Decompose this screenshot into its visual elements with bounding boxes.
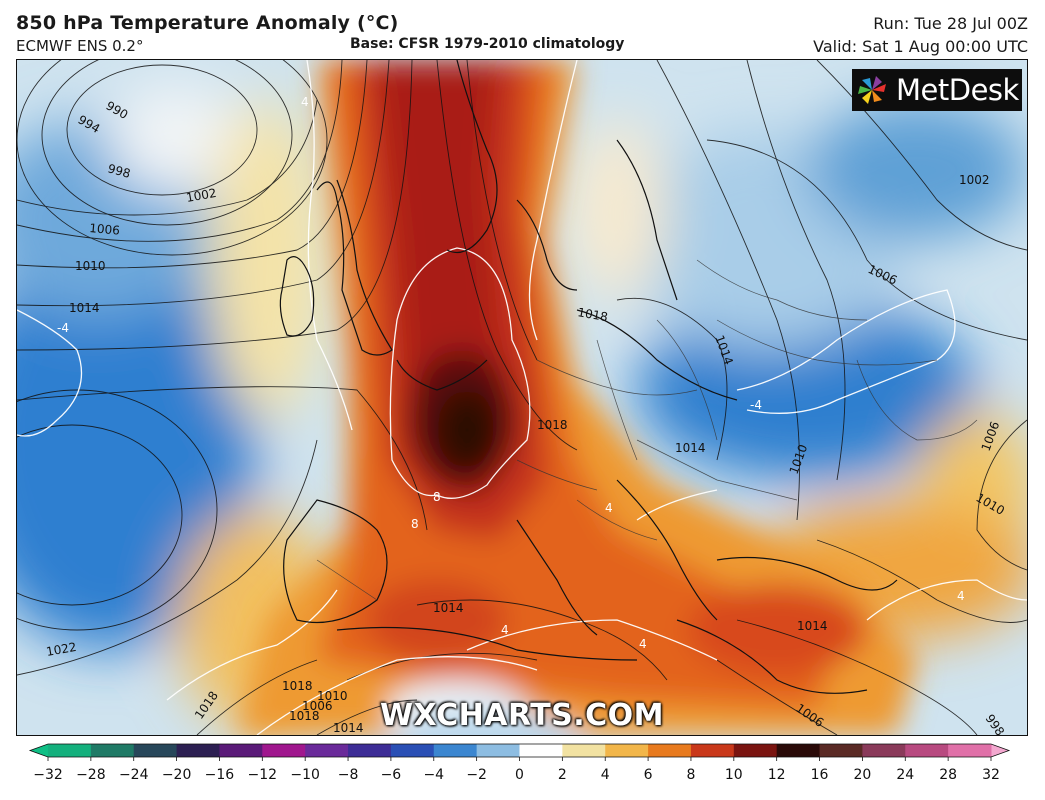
isobar-label: 1022 — [45, 640, 78, 659]
colorbar-tick-label: 20 — [853, 767, 871, 783]
anomaly-label-group: 4 -4 8 8 -4 4 4 4 4 — [57, 95, 965, 651]
map-canvas: 990 994 998 1002 1006 1010 1014 1018 101… — [17, 60, 1027, 735]
anomaly-shading — [17, 60, 1027, 735]
colorbar-tick-marks — [47, 757, 992, 761]
colorbar-tick-label: −8 — [338, 767, 359, 783]
colorbar-tick-label: 4 — [601, 767, 610, 783]
isobar-lines — [17, 60, 1027, 735]
colorbar-tick-label: 8 — [686, 767, 695, 783]
colorbar-cell — [90, 744, 135, 757]
colorbar-tick-label: 0 — [515, 767, 524, 783]
colorbar-cell — [690, 744, 735, 757]
colorbar-tick-label: −6 — [381, 767, 402, 783]
chart-title: 850 hPa Temperature Anomaly (°C) — [16, 12, 399, 34]
colorbar-tick-label: −32 — [33, 767, 63, 783]
colorbar-tick-label: −12 — [248, 767, 278, 783]
isobar-label: 1014 — [433, 601, 464, 615]
isobar-label: 1006 — [89, 221, 121, 238]
colorbar-labels: −32 −28 −24 −20 −16 −12 −10 −8 −6 −4 −2 0 2 4 6 8 10 12 16… — [33, 767, 1000, 783]
isobar-label: 1002 — [959, 173, 990, 187]
isobar-label: 1014 — [69, 301, 100, 315]
wxcharts-watermark: WXCHARTS.COM — [379, 698, 665, 733]
colorbar-tick-label: −10 — [290, 767, 320, 783]
colorbar-right-cap — [991, 744, 1009, 757]
colorbar-tick-label: −20 — [162, 767, 192, 783]
colorbar-cell — [776, 744, 821, 757]
isobar-label: 1010 — [317, 689, 348, 703]
anomaly-label: 8 — [411, 517, 419, 531]
colorbar-cell — [648, 744, 692, 757]
anomaly-label: 4 — [301, 95, 309, 109]
colorbar-cell — [562, 744, 606, 757]
isobar-label: 1018 — [537, 418, 568, 432]
colorbar-cell — [862, 744, 906, 757]
colorbar-cell — [48, 744, 92, 757]
isobar-label: 1002 — [185, 186, 218, 205]
metdesk-logo: MetDesk — [852, 69, 1022, 111]
colorbar-cell — [733, 744, 778, 757]
country-borders — [316, 259, 978, 601]
anomaly-contours — [17, 60, 1027, 735]
colorbar-cell — [133, 744, 178, 757]
isobar-label: 1018 — [289, 709, 320, 723]
anomaly-label: 4 — [501, 623, 509, 637]
colorbar-cell — [519, 744, 563, 757]
colorbar-tick-label: 24 — [896, 767, 914, 783]
climatology-base-label: Base: CFSR 1979-2010 climatology — [350, 36, 625, 52]
isobar-label: 1006 — [302, 699, 333, 713]
run-time-label: Run: Tue 28 Jul 00Z — [873, 14, 1028, 33]
colorbar-cell — [305, 744, 349, 757]
colorbar-cell — [348, 744, 392, 757]
colorbar-tick-label: −2 — [466, 767, 487, 783]
anomaly-label: -4 — [57, 321, 69, 335]
anomaly-map: 990 994 998 1002 1006 1010 1014 1018 101… — [16, 59, 1028, 736]
colorbar-tick-label: −28 — [76, 767, 106, 783]
anomaly-label: 4 — [957, 589, 965, 603]
colorbar-tick-label: 32 — [982, 767, 1000, 783]
colorbar-cell — [905, 744, 949, 757]
anomaly-label: 4 — [639, 637, 647, 651]
valid-time-label: Valid: Sat 1 Aug 00:00 UTC — [813, 37, 1028, 56]
logo-text: MetDesk — [896, 73, 1019, 107]
colorbar-tick-label: −4 — [423, 767, 444, 783]
model-label: ECMWF ENS 0.2° — [16, 37, 144, 55]
colorbar-tick-label: 2 — [558, 767, 567, 783]
colorbar-tick-label: 28 — [939, 767, 957, 783]
colorbar-cell — [433, 744, 478, 757]
coastlines — [279, 60, 898, 694]
anomaly-label: 4 — [605, 501, 613, 515]
anomaly-label: 8 — [433, 490, 441, 504]
colorbar-cell — [819, 744, 863, 757]
colorbar-left-cap — [30, 744, 48, 757]
colorbar-tick-label: −16 — [205, 767, 235, 783]
colorbar-cell — [219, 744, 263, 757]
anomaly-label: -4 — [750, 398, 762, 412]
colorbar-tick-label: 16 — [811, 767, 829, 783]
isobar-label: 1018 — [282, 679, 313, 693]
isobar-label: 1018 — [576, 305, 609, 324]
isobar-label: 1014 — [797, 619, 828, 633]
colorbar-tick-label: 10 — [725, 767, 743, 783]
isobar-label: 998 — [106, 161, 132, 180]
colorbar-tick-label: 6 — [644, 767, 653, 783]
pinwheel-logo-icon — [858, 76, 886, 104]
isobar-label: 1014 — [333, 721, 364, 735]
colorbar-cell — [605, 744, 649, 757]
colorbar-cell — [476, 744, 520, 757]
isobar-label: 1010 — [75, 259, 106, 273]
colorbar-tick-label: 12 — [768, 767, 786, 783]
colorbar-tick-label: −24 — [119, 767, 149, 783]
colorbar-cell — [948, 744, 992, 757]
colorbar: −32 −28 −24 −20 −16 −12 −10 −8 −6 −4 −2 0 2 4 6 8 10 12 16… — [28, 743, 1011, 783]
colorbar-cell — [262, 744, 306, 757]
colorbar-cell — [390, 744, 435, 757]
colorbar-cell — [176, 744, 220, 757]
isobar-label: 1014 — [675, 441, 706, 455]
colorbar-cells — [28, 743, 1011, 758]
